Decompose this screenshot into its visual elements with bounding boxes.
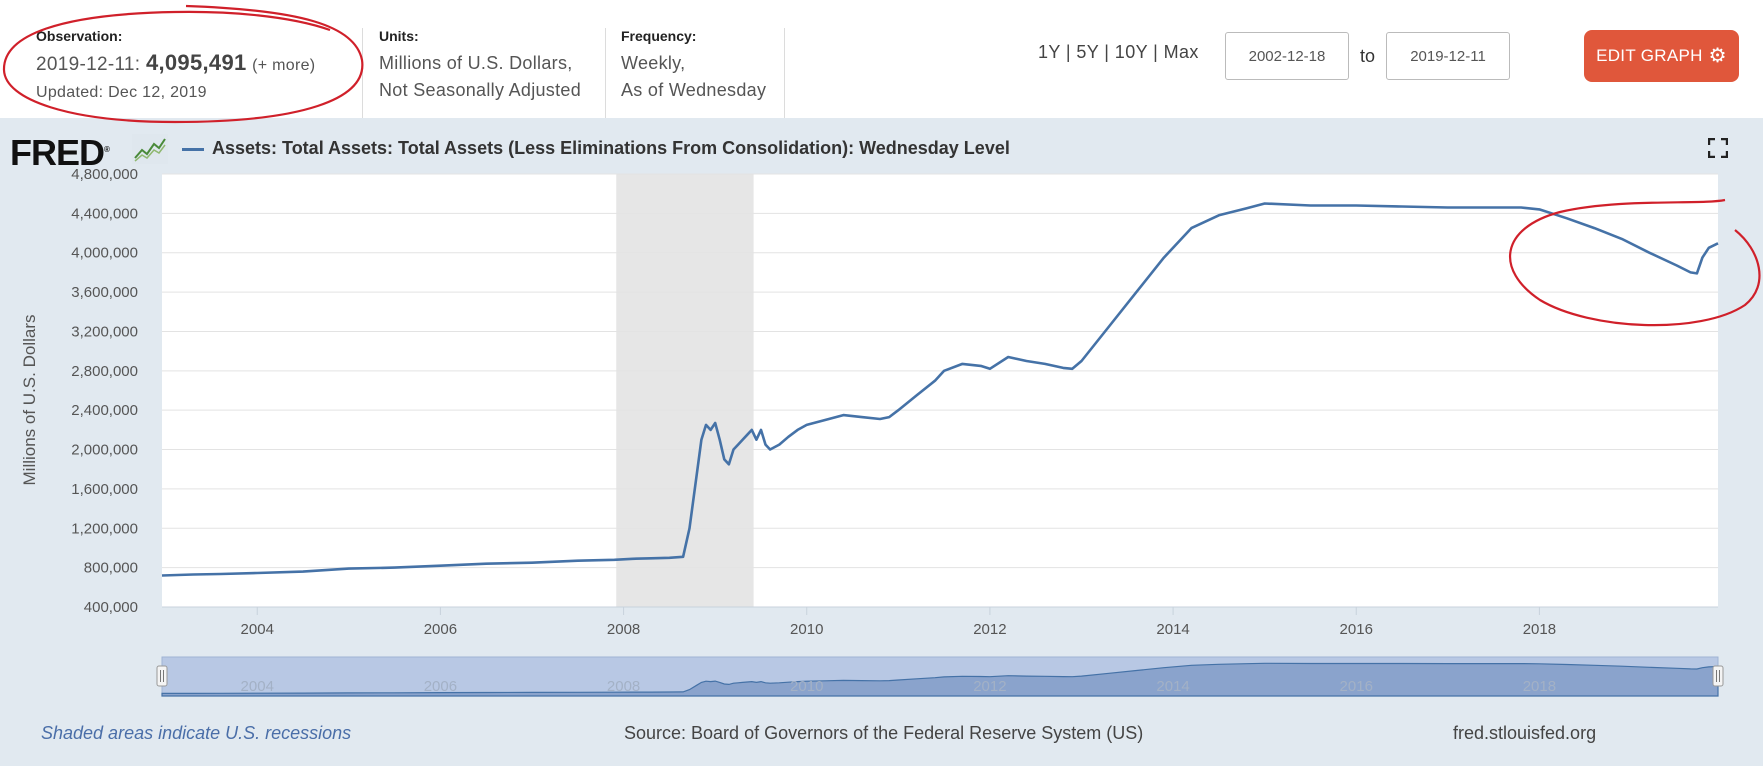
- range-max-link[interactable]: Max: [1163, 42, 1199, 62]
- range-10y-link[interactable]: 10Y: [1114, 42, 1148, 62]
- frequency-line2: As of Wednesday: [621, 80, 767, 100]
- to-label: to: [1360, 46, 1376, 66]
- navigator-tick-label: 2012: [973, 678, 1006, 695]
- navigator-tick-label: 2008: [607, 678, 640, 695]
- fred-logo-reg: ®: [104, 145, 110, 154]
- observation-block: Observation: 2019-12-11: 4,095,491 (+ mo…: [36, 28, 315, 102]
- y-tick-label: 1,200,000: [71, 520, 138, 537]
- observation-label: Observation:: [36, 28, 123, 44]
- edit-graph-button[interactable]: EDIT GRAPH ⚙: [1584, 30, 1739, 82]
- series-line: [161, 202, 1719, 577]
- range-5y-link[interactable]: 5Y: [1076, 42, 1099, 62]
- divider: [784, 28, 785, 118]
- recession-band: [616, 174, 754, 607]
- navigator-tick-label: 2014: [1156, 678, 1189, 695]
- end-date-input[interactable]: 2019-12-11: [1386, 32, 1510, 80]
- x-tick-label: 2006: [424, 621, 457, 638]
- site-link[interactable]: fred.stlouisfed.org: [1453, 723, 1597, 743]
- navigator-tick-label: 2018: [1523, 678, 1556, 695]
- y-tick-label: 2,000,000: [71, 442, 138, 459]
- range-separator: |: [1104, 42, 1110, 62]
- y-tick-label: 4,000,000: [71, 245, 138, 262]
- x-tick-label: 2004: [241, 621, 274, 638]
- navigator-series: [161, 662, 1719, 697]
- y-tick-label: 3,200,000: [71, 323, 138, 340]
- navigator-tick-label: 2010: [790, 678, 823, 695]
- y-tick-label: 4,400,000: [71, 205, 138, 222]
- units-label: Units:: [379, 28, 419, 44]
- x-tick-label: 2008: [607, 621, 640, 638]
- y-tick-label: 400,000: [84, 599, 138, 616]
- legend-line-marker: [182, 148, 204, 151]
- source-text: Source: Board of Governors of the Federa…: [624, 723, 1144, 743]
- y-tick-label: 1,600,000: [71, 481, 138, 498]
- navigator-tick-label: 2004: [241, 678, 274, 695]
- frequency-label: Frequency:: [621, 28, 697, 44]
- logo-graph-icon: [132, 134, 168, 164]
- y-tick-label: 4,800,000: [71, 166, 138, 183]
- y-tick-label: 3,600,000: [71, 284, 138, 301]
- range-links: 1Y | 5Y | 10Y | Max: [1038, 42, 1199, 63]
- navigator-right-handle[interactable]: [1712, 665, 1724, 687]
- start-date-input[interactable]: 2002-12-18: [1225, 32, 1349, 80]
- x-tick-label: 2016: [1340, 621, 1373, 638]
- navigator-tick-label: 2006: [424, 678, 457, 695]
- observation-date: 2019-12-11:: [36, 54, 141, 75]
- fred-logo-text: FRED: [10, 132, 105, 173]
- gear-icon: ⚙: [1708, 45, 1727, 67]
- frequency-line1: Weekly,: [621, 53, 686, 73]
- chart-title: Assets: Total Assets: Total Assets (Less…: [212, 138, 1010, 158]
- range-separator: |: [1153, 42, 1159, 62]
- observation-line: 2019-12-11: 4,095,491 (+ more): [36, 50, 315, 76]
- y-tick-label: 2,800,000: [71, 363, 138, 380]
- observation-more-link[interactable]: (+ more): [252, 57, 316, 74]
- main-chart: 400,000 800,000 1,200,000 1,600,000 2,000,00…: [71, 166, 1724, 697]
- x-tick-label: 2014: [1156, 621, 1189, 638]
- fred-logo: FRED®: [10, 132, 110, 174]
- units-line1: Millions of U.S. Dollars,: [379, 53, 573, 73]
- y-tick-label: 800,000: [84, 560, 138, 577]
- frequency-block: Frequency: Weekly, As of Wednesday: [621, 28, 766, 104]
- units-line2: Not Seasonally Adjusted: [379, 80, 582, 100]
- units-block: Units: Millions of U.S. Dollars, Not Sea…: [379, 28, 581, 104]
- header-bar: Observation: 2019-12-11: 4,095,491 (+ mo…: [0, 0, 1763, 118]
- y-tick-label: 2,400,000: [71, 402, 138, 419]
- x-tick-label: 2012: [973, 621, 1006, 638]
- divider: [362, 28, 363, 118]
- navigator-left-handle[interactable]: [156, 665, 168, 687]
- navigator-tick-label: 2016: [1340, 678, 1373, 695]
- recession-note: Shaded areas indicate U.S. recessions: [41, 723, 352, 743]
- updated-date: Updated: Dec 12, 2019: [36, 84, 207, 101]
- plot-area: [162, 174, 1718, 607]
- edit-graph-label: EDIT GRAPH: [1596, 46, 1703, 65]
- divider: [605, 28, 606, 118]
- x-tick-label: 2018: [1523, 621, 1556, 638]
- range-separator: |: [1065, 42, 1071, 62]
- fullscreen-icon[interactable]: [1708, 138, 1728, 158]
- range-1y-link[interactable]: 1Y: [1038, 42, 1061, 62]
- observation-value: 4,095,491: [145, 50, 247, 75]
- x-tick-label: 2010: [790, 621, 823, 638]
- chart-panel: FRED® Assets: Total Assets: Total Assets…: [0, 118, 1763, 766]
